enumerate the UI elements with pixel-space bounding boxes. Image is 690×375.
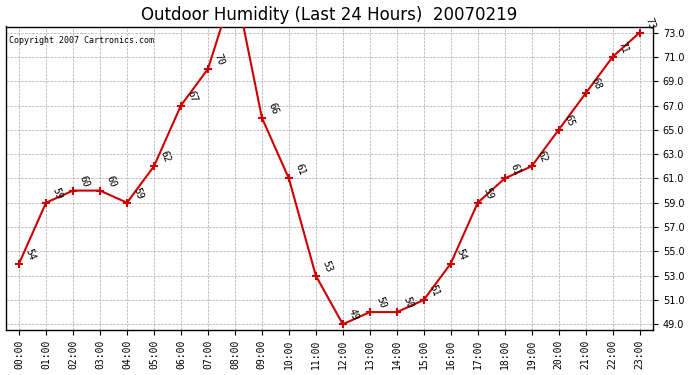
Text: 53: 53	[320, 259, 333, 273]
Text: 68: 68	[590, 77, 603, 91]
Text: 50: 50	[401, 296, 415, 310]
Text: 51: 51	[428, 284, 442, 298]
Text: 66: 66	[266, 101, 279, 116]
Text: 61: 61	[509, 162, 522, 176]
Text: 60: 60	[104, 174, 117, 188]
Text: 67: 67	[185, 89, 199, 104]
Text: 62: 62	[536, 150, 549, 164]
Text: 65: 65	[563, 113, 576, 128]
Text: 54: 54	[455, 247, 469, 261]
Text: 70: 70	[212, 53, 226, 67]
Text: 73: 73	[644, 16, 657, 30]
Text: Copyright 2007 Cartronics.com: Copyright 2007 Cartronics.com	[9, 36, 154, 45]
Text: 54: 54	[23, 247, 37, 261]
Text: 71: 71	[617, 40, 630, 55]
Text: 49: 49	[347, 308, 360, 322]
Text: 60: 60	[77, 174, 90, 188]
Text: 59: 59	[482, 186, 495, 201]
Text: 77: 77	[0, 374, 1, 375]
Text: 59: 59	[50, 186, 63, 201]
Text: 59: 59	[131, 186, 144, 201]
Text: 62: 62	[158, 150, 172, 164]
Text: 50: 50	[374, 296, 387, 310]
Title: Outdoor Humidity (Last 24 Hours)  20070219: Outdoor Humidity (Last 24 Hours) 2007021…	[141, 6, 518, 24]
Text: 61: 61	[293, 162, 306, 176]
